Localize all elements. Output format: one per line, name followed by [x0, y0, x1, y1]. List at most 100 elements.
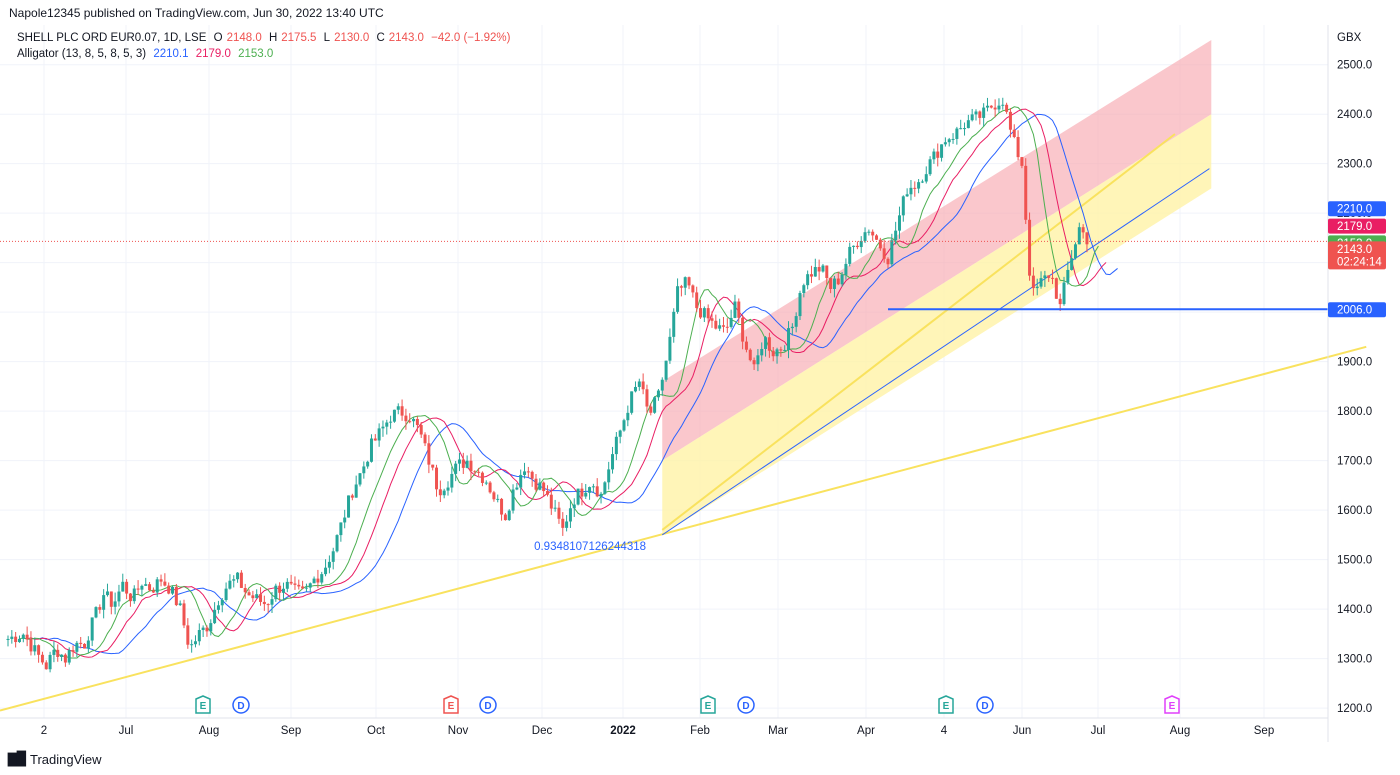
time-tick-label: 2022	[610, 725, 636, 737]
candle-body	[729, 317, 733, 327]
candle-body	[588, 487, 592, 493]
candle-body	[982, 107, 986, 118]
candle-body	[496, 498, 500, 500]
price-tick-label: 1700.0	[1337, 456, 1372, 468]
candle-body	[457, 459, 461, 464]
candle-body	[488, 482, 492, 493]
candle-body	[216, 605, 220, 610]
candle-body	[603, 482, 607, 494]
candle-body	[33, 645, 37, 652]
candle-body	[60, 654, 64, 657]
event-label: E	[200, 701, 207, 712]
candle-body	[1031, 275, 1035, 289]
candle-body	[500, 498, 504, 515]
jaw-line	[38, 113, 1118, 655]
candle-body	[465, 460, 469, 468]
candle-body	[993, 107, 997, 110]
candle-body	[656, 390, 660, 398]
candle-body	[40, 654, 44, 663]
time-tick-label: Sep	[1254, 725, 1274, 737]
candle-body	[404, 415, 408, 422]
candle-body	[664, 360, 668, 380]
tradingview-logo-icon: ▇▉	[8, 751, 27, 766]
candle-body	[974, 111, 978, 115]
candle-body	[901, 196, 905, 216]
candle-body	[1066, 269, 1070, 283]
candle-body	[645, 389, 649, 407]
candle-body	[871, 231, 875, 236]
candle-body	[52, 649, 56, 655]
price-tick-label: 1300.0	[1337, 654, 1372, 666]
candle-body	[324, 567, 328, 575]
candle-body	[408, 421, 412, 423]
candle-body	[955, 128, 959, 139]
candles	[6, 97, 1089, 673]
candle-body	[75, 642, 79, 652]
candle-body	[714, 320, 718, 329]
candle-body	[205, 627, 209, 632]
time-tick-label: Apr	[857, 725, 875, 737]
candle-body	[1051, 277, 1055, 279]
candle-body	[928, 159, 932, 175]
candle-body	[17, 638, 21, 643]
candle-body	[511, 489, 515, 511]
event-label: D	[237, 701, 244, 712]
time-tick-label: Nov	[448, 725, 469, 737]
candle-body	[894, 230, 898, 241]
event-label: E	[448, 701, 455, 712]
teeth-value: 2179.0	[195, 48, 231, 60]
candle-body	[794, 316, 798, 327]
candle-body	[109, 591, 113, 607]
open-value: 2148.0	[226, 32, 262, 44]
tradingview-branding[interactable]: ▇▉ TradingView	[8, 751, 102, 767]
candle-body	[224, 588, 228, 600]
candle-body	[274, 585, 278, 600]
price-axis: 1200.0 1300.0 1400.0 1500.0 1600.0 1700.0 1800…	[1337, 60, 1372, 715]
candle-body	[867, 231, 871, 233]
candle-body	[909, 187, 913, 195]
candle-body	[878, 239, 882, 249]
candle-body	[806, 274, 810, 286]
candle-body	[503, 514, 507, 521]
candle-body	[1081, 227, 1085, 233]
candle-body	[1058, 298, 1062, 305]
time-tick-label: Jul	[1091, 725, 1106, 737]
candle-body	[821, 265, 825, 272]
candle-body	[473, 471, 477, 473]
candle-body	[737, 301, 741, 318]
candle-body	[1020, 157, 1024, 166]
candle-body	[320, 574, 324, 583]
candle-body	[1039, 278, 1043, 287]
candle-body	[308, 583, 312, 588]
yellow-channel-zone	[662, 114, 1212, 535]
candle-body	[335, 535, 339, 552]
candle-body	[855, 245, 859, 248]
candle-body	[86, 640, 90, 649]
low-value: 2130.0	[334, 32, 370, 44]
candle-body	[442, 490, 446, 496]
candle-body	[1062, 282, 1066, 305]
candle-body	[228, 580, 232, 589]
candle-body	[197, 630, 201, 642]
candle-body	[1012, 129, 1016, 137]
candle-body	[568, 508, 572, 522]
candle-body	[959, 128, 963, 130]
candle-body	[618, 430, 622, 437]
trend-lines	[0, 133, 1367, 712]
dividend-icon	[232, 696, 250, 714]
candle-body	[48, 654, 52, 670]
candle-body	[278, 585, 282, 593]
price-tick-label: 1900.0	[1337, 357, 1372, 369]
candle-body	[113, 601, 117, 607]
candle-body	[660, 379, 664, 391]
price-tag-countdown: 02:24:14	[1337, 256, 1382, 268]
candle-body	[37, 645, 41, 655]
candle-body	[905, 194, 909, 197]
dividend-icon	[976, 696, 994, 714]
fib-annotation: 0.9348107126244318	[534, 541, 646, 553]
candle-body	[507, 510, 511, 521]
candle-body	[6, 638, 10, 640]
candle-body	[144, 584, 148, 586]
